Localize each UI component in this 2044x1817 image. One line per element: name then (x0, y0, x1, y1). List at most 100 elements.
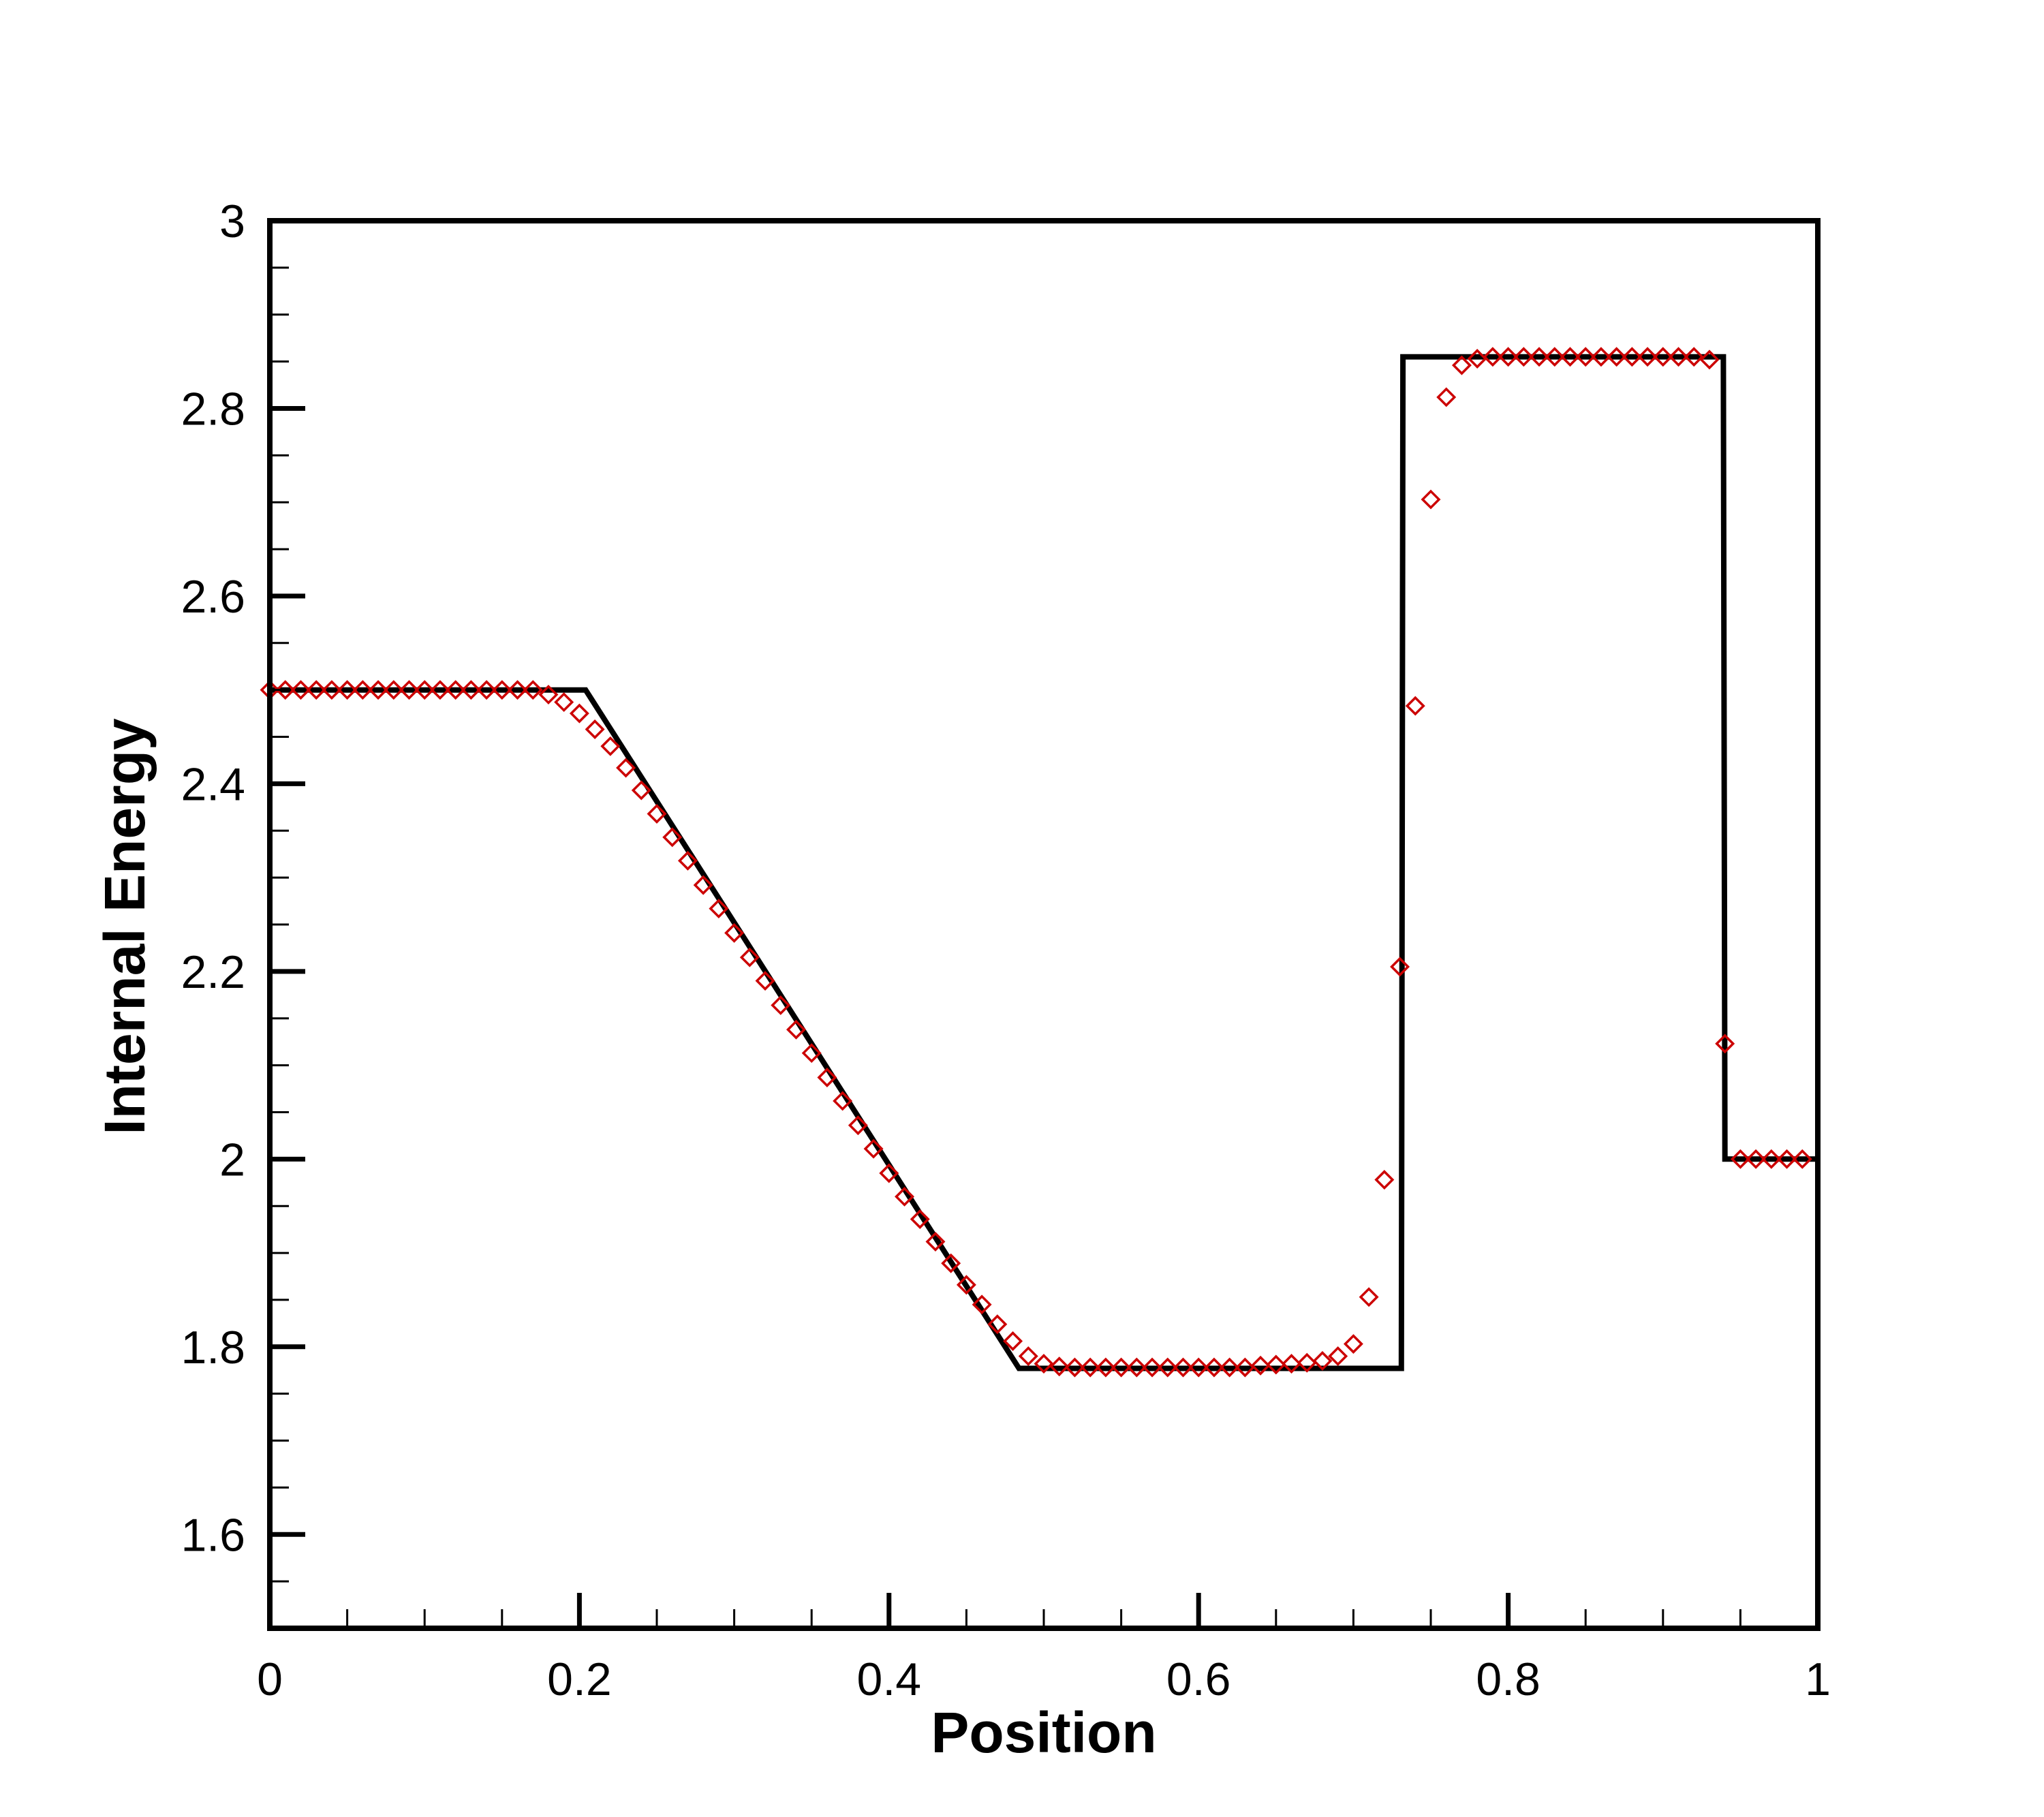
data-point-diamond (1699, 350, 1720, 370)
series-line (270, 354, 1818, 1371)
y-tick-label: 2.4 (181, 758, 245, 810)
data-point-diamond (693, 875, 713, 895)
data-point-diamond (910, 1209, 930, 1229)
data-point-diamond (1421, 489, 1441, 510)
data-point-diamond (600, 736, 621, 756)
data-point-diamond (1560, 347, 1580, 367)
data-point-diamond (1436, 387, 1457, 407)
data-point-diamond (1405, 696, 1425, 716)
plot-frame (267, 218, 1821, 1631)
data-point-diamond (1498, 347, 1519, 367)
data-point-diamond (554, 692, 574, 713)
data-point-diamond (1591, 347, 1611, 367)
data-point-diamond (1669, 347, 1688, 367)
data-point-diamond (1637, 347, 1658, 367)
data-point-diamond (801, 1043, 822, 1063)
data-point-diamond (1746, 1149, 1766, 1169)
data-point-diamond (1111, 1357, 1132, 1378)
data-point-diamond (523, 680, 543, 700)
data-point-diamond (1483, 347, 1503, 367)
data-point-diamond (1529, 347, 1549, 367)
x-tick-label: 0.6 (1166, 1653, 1231, 1705)
data-point-diamond (848, 1115, 868, 1136)
data-point-diamond (1235, 1357, 1255, 1378)
x-tick-label: 0.2 (547, 1653, 612, 1705)
data-point-diamond (430, 680, 450, 700)
data-point-diamond (879, 1163, 899, 1183)
data-point-diamond (972, 1294, 992, 1315)
data-point-diamond (925, 1232, 946, 1252)
data-point-diamond (1451, 355, 1472, 375)
data-point-diamond (1467, 348, 1487, 369)
data-point-diamond (1622, 347, 1642, 367)
data-point-diamond (399, 680, 419, 700)
data-point-diamond (322, 680, 342, 700)
data-point-diamond (1158, 1357, 1178, 1378)
data-point-diamond (1359, 1287, 1379, 1307)
data-point-diamond (1730, 1149, 1750, 1169)
data-point-diamond (1390, 957, 1410, 977)
data-point-diamond (786, 1019, 806, 1040)
data-point-diamond (631, 780, 651, 801)
data-point-diamond (863, 1138, 884, 1159)
y-tick-label: 1.8 (181, 1322, 245, 1373)
data-point-diamond (1096, 1357, 1116, 1378)
data-point-diamond (1266, 1354, 1286, 1375)
data-point-diamond (414, 680, 435, 700)
data-point-diamond (306, 680, 326, 700)
data-point-diamond (1777, 1149, 1797, 1169)
data-point-diamond (290, 680, 311, 700)
x-axis-title: Position (931, 1700, 1156, 1765)
data-point-diamond (476, 680, 497, 700)
y-tick-label: 2.2 (181, 946, 245, 998)
data-point-diamond (446, 680, 466, 700)
data-point-diamond (1343, 1334, 1363, 1354)
data-point-diamond (1297, 1352, 1317, 1373)
y-axis-title: Internal Energy (93, 718, 157, 1135)
data-point-diamond (1220, 1357, 1240, 1378)
data-point-diamond (1204, 1357, 1224, 1378)
data-point-diamond (1653, 347, 1673, 367)
data-point-diamond (585, 719, 605, 739)
data-point-diamond (987, 1314, 1008, 1335)
data-point-diamond (1312, 1350, 1333, 1371)
data-point-diamond (368, 680, 388, 700)
data-point-diamond (569, 703, 589, 724)
data-point-diamond (1715, 1034, 1735, 1054)
x-tick-label: 1 (1805, 1653, 1831, 1705)
data-point-diamond (1064, 1357, 1085, 1378)
data-point-diamond (384, 680, 404, 700)
data-point-diamond (1049, 1356, 1070, 1377)
series-layer (260, 347, 1818, 1378)
data-point-diamond (1374, 1170, 1395, 1190)
data-point-diamond (1792, 1149, 1812, 1169)
data-point-diamond (662, 827, 683, 848)
data-point-diamond (724, 922, 745, 943)
y-tick-label: 3 (219, 196, 245, 247)
data-point-diamond (1575, 347, 1596, 367)
data-point-diamond (755, 971, 775, 991)
data-point-diamond (1761, 1149, 1782, 1169)
data-point-diamond (1607, 347, 1627, 367)
x-tick-labels: 0 0.2 0.4 0.6 0.8 1 (257, 1653, 1831, 1705)
data-point-diamond (538, 685, 559, 705)
data-point-diamond (1018, 1346, 1038, 1367)
data-point-diamond (1173, 1357, 1193, 1378)
data-point-diamond (337, 680, 358, 700)
y-tick-label: 1.6 (181, 1509, 245, 1561)
data-point-diamond (956, 1275, 976, 1295)
data-point-diamond (817, 1068, 837, 1087)
y-tick-label: 2.8 (181, 383, 245, 435)
data-point-diamond (1545, 347, 1565, 367)
data-point-diamond (677, 850, 698, 871)
data-point-diamond (1188, 1357, 1209, 1378)
data-point-diamond (709, 899, 729, 919)
data-point-diamond (1126, 1357, 1147, 1378)
data-point-diamond (941, 1253, 961, 1273)
data-point-diamond (508, 680, 527, 700)
ticks-layer (270, 266, 1741, 1628)
data-point-diamond (1282, 1354, 1301, 1374)
data-point-diamond (833, 1091, 853, 1111)
x-tick-label: 0 (257, 1653, 283, 1705)
data-point-diamond (895, 1186, 914, 1207)
